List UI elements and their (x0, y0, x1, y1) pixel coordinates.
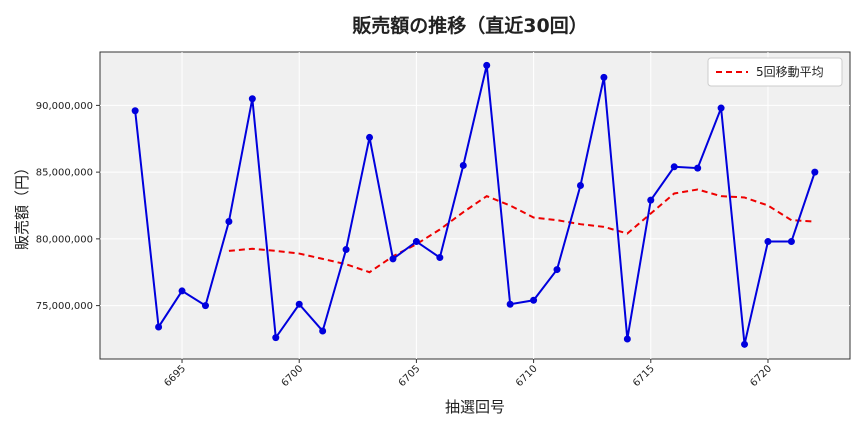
sales-point (741, 340, 749, 348)
sales-point (483, 61, 491, 69)
series-group (131, 61, 819, 348)
sales-point (412, 238, 420, 246)
sales-point (553, 266, 561, 274)
sales-point (694, 164, 702, 172)
sales-line (134, 65, 816, 345)
sales-point (225, 218, 233, 226)
sales-point (248, 95, 256, 103)
y-tick-label: 80,000,000 (36, 234, 93, 245)
y-axis-label: 販売額（円） (13, 160, 31, 250)
sales-point (811, 168, 819, 176)
x-tick-label: 6710 (514, 363, 540, 389)
x-tick-label: 6715 (631, 363, 657, 389)
x-axis-ticks: 6695 6700 6705 6710 6715 6720 (162, 359, 774, 389)
x-tick-label: 6700 (280, 363, 306, 389)
x-tick-label: 6695 (162, 363, 188, 389)
sales-point (717, 104, 725, 112)
sales-point (600, 73, 608, 81)
sales-point (764, 238, 772, 246)
sales-point (366, 133, 374, 141)
x-tick-label: 6705 (397, 363, 423, 389)
sales-point (155, 323, 163, 331)
sales-point (201, 302, 209, 310)
legend-box (707, 57, 843, 87)
x-tick-label: 6720 (748, 363, 774, 389)
sales-point (623, 335, 631, 343)
sales-point (178, 287, 186, 295)
sales-point (272, 334, 280, 342)
sales-point (530, 296, 538, 304)
sales-point (342, 246, 350, 254)
sales-point (459, 161, 467, 169)
chart-title: 販売額の推移（直近30回） (352, 14, 587, 37)
y-tick-label: 75,000,000 (36, 301, 93, 312)
y-tick-label: 90,000,000 (36, 101, 93, 112)
y-axis-ticks: 75,000,000 80,000,000 85,000,000 90,000,000 (36, 101, 100, 312)
sales-point (436, 254, 444, 262)
y-tick-label: 85,000,000 (36, 168, 93, 179)
legend: 5回移動平均 (707, 57, 843, 87)
sales-point (787, 238, 795, 246)
sales-point (576, 181, 584, 189)
sales-point (319, 327, 327, 335)
legend-label-moving-average: 5回移動平均 (756, 65, 824, 79)
sales-point (295, 300, 303, 308)
moving-average-line (228, 188, 815, 274)
sales-point (670, 163, 678, 171)
sales-point (131, 107, 139, 115)
sales-point (506, 300, 514, 308)
plot-area (99, 51, 851, 360)
sales-point (389, 255, 397, 263)
x-axis-label: 抽選回号 (445, 398, 505, 416)
sales-point (647, 196, 655, 204)
